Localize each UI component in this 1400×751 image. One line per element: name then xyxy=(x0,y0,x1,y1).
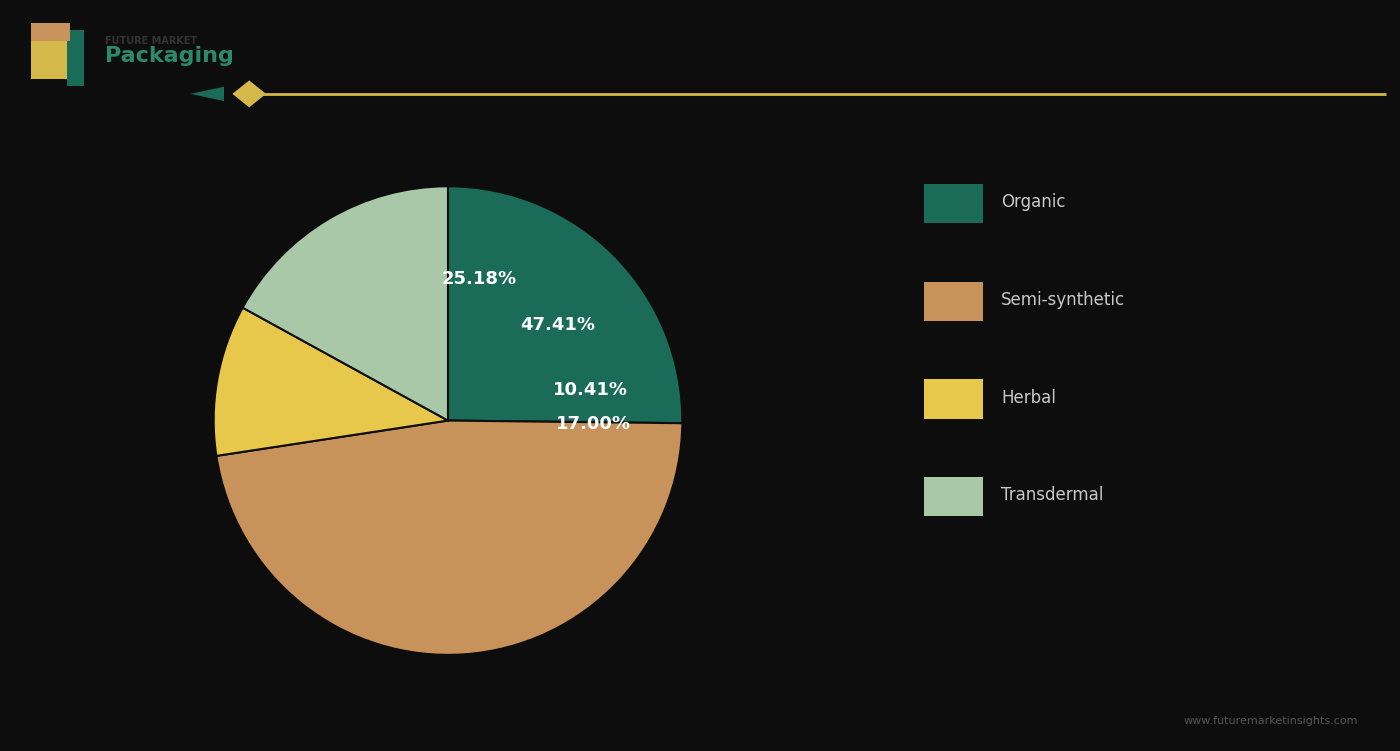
Wedge shape xyxy=(448,186,682,424)
Wedge shape xyxy=(242,186,448,421)
Text: Transdermal: Transdermal xyxy=(1001,487,1103,504)
Text: 10.41%: 10.41% xyxy=(553,381,627,399)
Text: 47.41%: 47.41% xyxy=(519,316,595,334)
Wedge shape xyxy=(217,421,682,655)
Text: Packaging: Packaging xyxy=(105,47,234,66)
Wedge shape xyxy=(214,308,448,456)
Text: 17.00%: 17.00% xyxy=(556,415,631,433)
Text: 25.18%: 25.18% xyxy=(442,270,517,288)
Text: Organic: Organic xyxy=(1001,194,1065,211)
Text: www.futuremarketinsights.com: www.futuremarketinsights.com xyxy=(1183,716,1358,726)
Text: Herbal: Herbal xyxy=(1001,389,1056,406)
Text: Semi-synthetic: Semi-synthetic xyxy=(1001,291,1126,309)
Text: FUTURE MARKET: FUTURE MARKET xyxy=(105,36,197,47)
